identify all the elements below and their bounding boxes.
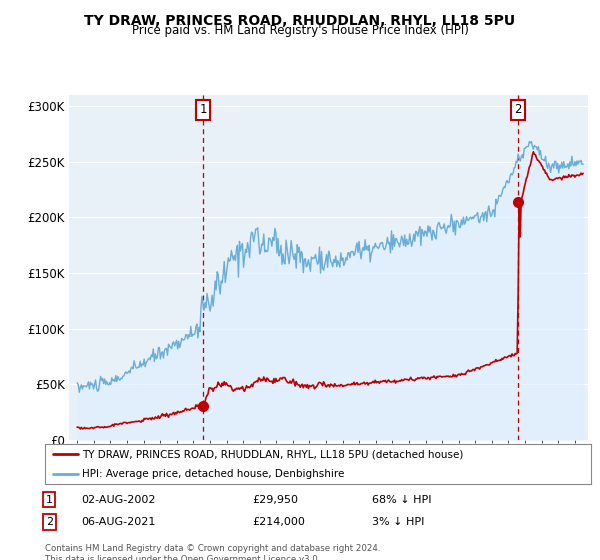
Text: 2: 2 [514, 103, 522, 116]
Text: 2: 2 [46, 517, 53, 527]
Text: 02-AUG-2002: 02-AUG-2002 [81, 494, 155, 505]
Text: HPI: Average price, detached house, Denbighshire: HPI: Average price, detached house, Denb… [82, 469, 344, 479]
Text: £214,000: £214,000 [252, 517, 305, 527]
Text: £29,950: £29,950 [252, 494, 298, 505]
Text: TY DRAW, PRINCES ROAD, RHUDDLAN, RHYL, LL18 5PU (detached house): TY DRAW, PRINCES ROAD, RHUDDLAN, RHYL, L… [82, 449, 464, 459]
Text: 68% ↓ HPI: 68% ↓ HPI [372, 494, 431, 505]
Text: 3% ↓ HPI: 3% ↓ HPI [372, 517, 424, 527]
Text: Contains HM Land Registry data © Crown copyright and database right 2024.
This d: Contains HM Land Registry data © Crown c… [45, 544, 380, 560]
Text: TY DRAW, PRINCES ROAD, RHUDDLAN, RHYL, LL18 5PU: TY DRAW, PRINCES ROAD, RHUDDLAN, RHYL, L… [85, 14, 515, 28]
Text: Price paid vs. HM Land Registry's House Price Index (HPI): Price paid vs. HM Land Registry's House … [131, 24, 469, 37]
Text: 06-AUG-2021: 06-AUG-2021 [81, 517, 155, 527]
Text: 1: 1 [199, 103, 207, 116]
Text: 1: 1 [46, 494, 53, 505]
